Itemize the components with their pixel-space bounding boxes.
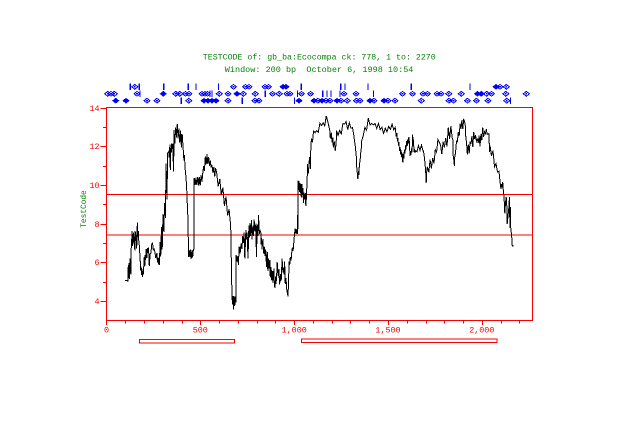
- svg-text:2,000: 2,000: [469, 325, 494, 335]
- svg-text:1,500: 1,500: [375, 325, 400, 335]
- svg-text:6: 6: [94, 258, 99, 268]
- svg-text:TESTCODE of: gb_ba:Ecocompa ck: TESTCODE of: gb_ba:Ecocompa ck: 778, 1 t…: [203, 52, 436, 62]
- svg-text:4: 4: [94, 297, 99, 307]
- svg-text:500: 500: [193, 325, 208, 335]
- svg-text:14: 14: [89, 104, 99, 114]
- svg-text:Window: 200 bp October 6, 199: Window: 200 bp October 6, 1998 10:54: [225, 65, 414, 75]
- svg-text:TestCode: TestCode: [79, 190, 89, 228]
- svg-text:12: 12: [89, 142, 99, 152]
- svg-text:8: 8: [94, 220, 99, 230]
- svg-text:10: 10: [89, 181, 99, 191]
- svg-text:1,000: 1,000: [282, 325, 307, 335]
- svg-text:0: 0: [104, 325, 109, 335]
